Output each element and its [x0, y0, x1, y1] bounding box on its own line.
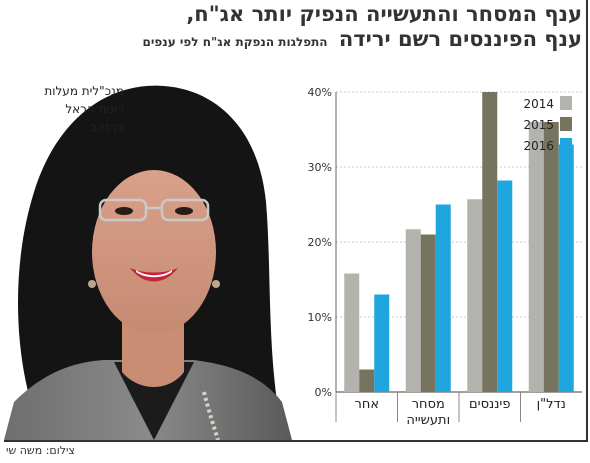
- x-category-label: נדל"ן: [537, 397, 566, 412]
- headline: ענף המסחר והתעשייה הנפיק יותר אג"ח, ענף …: [8, 2, 582, 55]
- caption-name-line1: רונית הראל: [65, 102, 124, 116]
- x-category-label: מסחר: [412, 397, 445, 412]
- headline-title: ענף המסחר והתעשייה הנפיק יותר אג"ח,: [186, 2, 582, 26]
- x-category-label: אחר: [354, 397, 379, 412]
- legend-swatch: [560, 117, 572, 131]
- bar: [558, 144, 574, 392]
- y-tick-label: 20%: [308, 236, 332, 249]
- bar: [435, 204, 451, 392]
- bar: [344, 273, 360, 392]
- y-tick-label: 40%: [308, 86, 332, 99]
- legend-label: 2014: [523, 97, 554, 111]
- y-tick-label: 0%: [315, 386, 332, 399]
- chart-subtitle: התפלגות הנפקת אג"ח לפי ענפים: [142, 35, 328, 49]
- bar: [405, 229, 421, 392]
- bar: [359, 369, 375, 392]
- legend-swatch: [560, 138, 572, 152]
- bar: [420, 234, 436, 392]
- bar: [482, 92, 498, 392]
- y-tick-label: 30%: [308, 161, 332, 174]
- frame-right-border: [586, 0, 588, 442]
- bar: [497, 180, 513, 392]
- legend-label: 2015: [523, 118, 554, 132]
- caption-title: מנכ"לית מעלות: [44, 84, 124, 98]
- portrait-photo: [4, 72, 292, 440]
- x-category-label: פיננסים: [469, 397, 510, 412]
- y-tick-label: 10%: [308, 311, 332, 324]
- photo-credit: צילום: משה שי: [6, 444, 75, 457]
- bar: [467, 199, 483, 392]
- bar: [374, 294, 390, 392]
- photo-caption: מנכ"לית מעלות רונית הראל בן־זאב: [14, 82, 124, 136]
- x-category-label: ותעשייה: [406, 413, 450, 428]
- headline-title-line2: ענף הפיננסים רשם ירידה התפלגות הנפקת אג"…: [8, 27, 582, 55]
- bars: [344, 92, 574, 392]
- caption-name-line2: בן־זאב: [90, 120, 124, 134]
- legend: 2014 2015 2016: [523, 96, 572, 153]
- y-tick-labels: 0% 10% 20% 30% 40%: [308, 86, 332, 399]
- headline-title-line2-text: ענף הפיננסים רשם ירידה: [338, 27, 582, 51]
- frame-bottom-border: [4, 440, 588, 442]
- legend-label: 2016: [523, 139, 554, 153]
- bar: [528, 122, 544, 392]
- bar: [543, 122, 559, 392]
- legend-swatch: [560, 96, 572, 110]
